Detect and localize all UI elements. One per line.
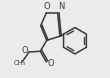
Text: CH₃: CH₃ (14, 60, 26, 66)
Text: O: O (22, 46, 28, 55)
Text: N: N (58, 2, 65, 11)
Text: O: O (47, 59, 54, 68)
Text: O: O (43, 2, 50, 11)
